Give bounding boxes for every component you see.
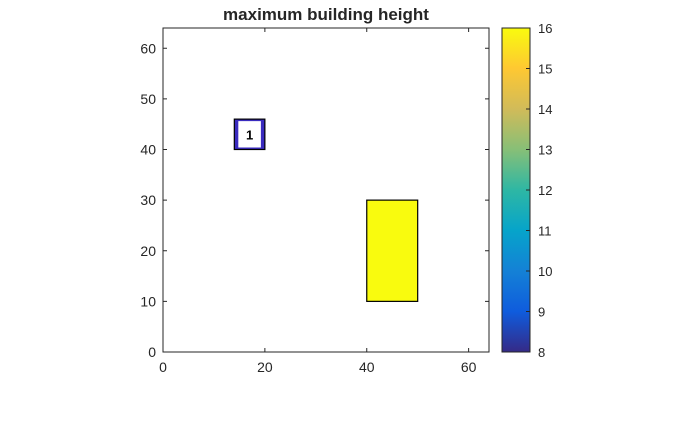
x-tick-label: 0 xyxy=(159,359,167,375)
building-2 xyxy=(366,199,419,302)
colorbar-tick-label: 13 xyxy=(538,143,552,158)
y-tick-label: 0 xyxy=(148,344,156,360)
colorbar-tick-label: 14 xyxy=(538,102,552,117)
colorbar-tick-label: 11 xyxy=(538,224,552,239)
colorbar-tick-label: 10 xyxy=(538,264,552,279)
colorbar-gradient xyxy=(501,27,531,353)
x-tick-label: 20 xyxy=(257,359,273,375)
y-tick-label: 50 xyxy=(140,91,156,107)
colorbar-tick-label: 8 xyxy=(538,345,545,360)
colorbar-tick-label: 12 xyxy=(538,183,552,198)
colorbar-tick-label: 9 xyxy=(538,305,545,320)
colorbar: 8 9 10 11 12 13 14 15 16 xyxy=(501,21,552,360)
building-1: 1 xyxy=(233,118,266,151)
plot-background xyxy=(163,28,489,352)
y-tick-label: 10 xyxy=(140,293,156,309)
chart-title: maximum building height xyxy=(223,5,429,24)
axes-box xyxy=(162,27,490,353)
y-tick-label: 60 xyxy=(140,40,156,56)
building-interior xyxy=(238,121,261,148)
y-tick-label: 40 xyxy=(140,142,156,158)
y-tick-label: 20 xyxy=(140,243,156,259)
building-label: 1 xyxy=(246,127,253,142)
colorbar-tick-label: 16 xyxy=(538,21,552,36)
x-tick-label: 60 xyxy=(461,359,477,375)
y-tick-label: 30 xyxy=(140,192,156,208)
colorbar-tick-label: 15 xyxy=(538,62,552,77)
x-tick-label: 40 xyxy=(359,359,375,375)
building-rect xyxy=(366,199,419,302)
